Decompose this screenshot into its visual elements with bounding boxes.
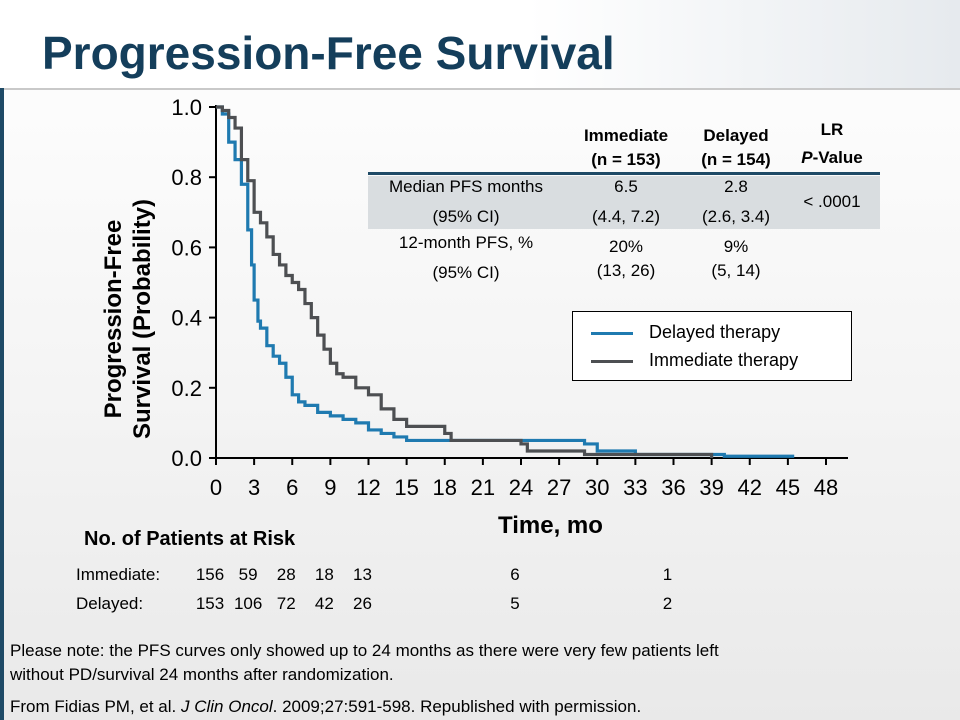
x-tick-label: 0 — [210, 475, 222, 500]
left-accent-bar — [0, 88, 4, 720]
median-delayed: 2.8 — [724, 177, 748, 196]
risk-value-delayed: 106 — [233, 594, 263, 613]
y-tick-label: 1.0 — [171, 95, 202, 120]
median-pfs-label: Median PFS months — [388, 177, 543, 196]
header-delayed: Delayed (n = 154) — [680, 124, 792, 172]
header-immediate: Immediate (n = 153) — [566, 124, 686, 172]
x-tick-label: 24 — [509, 475, 533, 500]
header-pvalue-line1: LR — [820, 120, 844, 139]
chart-series — [216, 105, 795, 458]
risk-value-immediate: 59 — [238, 565, 258, 584]
x-tick-label: 18 — [433, 475, 457, 500]
x-tick-label: 9 — [324, 475, 336, 500]
y-tick-label: 0.0 — [171, 446, 202, 471]
header-pvalue: LR P-Value — [784, 118, 880, 170]
p-value: < .0001 — [803, 192, 861, 211]
risk-label-delayed: Delayed: — [76, 594, 144, 613]
x-tick-label: 39 — [699, 475, 723, 500]
risk-value-immediate: 28 — [276, 565, 296, 584]
title-band — [0, 0, 960, 88]
x-tick-label: 3 — [248, 475, 260, 500]
source-journal: J Clin Oncol — [180, 697, 273, 716]
pfs12-immediate-ci: (13, 26) — [596, 261, 656, 280]
footnote-line1: Please note: the PFS curves only showed … — [10, 641, 719, 660]
risk-value-delayed: 5 — [510, 594, 520, 613]
risk-value-immediate: 13 — [353, 565, 372, 584]
y-axis-title: Progression-Free Survival (Probability) — [99, 149, 157, 489]
slide-title: Progression-Free Survival — [42, 27, 615, 79]
series-line-delayed — [216, 105, 795, 458]
source-citation: From Fidias PM, et al. J Clin Oncol. 200… — [10, 696, 641, 718]
x-tick-label: 21 — [471, 475, 495, 500]
header-delayed-line1: Delayed — [703, 126, 769, 145]
x-axis-title: Time, mo — [498, 512, 603, 539]
footnote-line2: without PD/survival 24 months after rand… — [10, 665, 394, 684]
x-tick-label: 12 — [356, 475, 380, 500]
legend-label-immediate: Immediate therapy — [649, 350, 799, 370]
pfs12-label: 12-month PFS, % — [398, 233, 534, 252]
risk-label-immediate: Immediate: — [76, 565, 161, 584]
header-immediate-line2: (n = 153) — [591, 150, 661, 169]
risk-value-delayed: 2 — [662, 594, 673, 613]
x-tick-label: 45 — [776, 475, 800, 500]
y-axis-title-line2: Survival (Probability) — [129, 198, 156, 440]
title-divider — [0, 88, 960, 90]
risk-value-immediate: 156 — [195, 565, 225, 584]
x-tick-label: 27 — [547, 475, 571, 500]
legend-item-delayed: Delayed therapy — [591, 322, 780, 346]
chart-legend: Delayed therapy Immediate therapy — [572, 311, 852, 381]
median-immediate: 6.5 — [614, 177, 638, 196]
x-tick-label: 42 — [738, 475, 762, 500]
y-tick-label: 0.4 — [171, 306, 202, 331]
legend-item-immediate: Immediate therapy — [591, 350, 798, 374]
header-pvalue-p: P — [801, 148, 813, 167]
table-shaded-row — [368, 176, 880, 229]
header-pvalue-rest: -Value — [812, 148, 863, 167]
y-tick-label: 0.2 — [171, 376, 202, 401]
pfs12-immediate: 20% — [608, 237, 644, 256]
chart-axes: 0.00.20.40.60.81.00 3 6 9 12 15 18 21 24 27 30 33 36… — [171, 95, 848, 500]
y-axis-title-line1: Progression-Free — [100, 219, 127, 419]
pfs12-delayed-ci: (5, 14) — [711, 261, 761, 280]
median-delayed-ci: (2.6, 3.4) — [701, 207, 771, 226]
risk-value-delayed: 153 — [195, 594, 225, 613]
risk-table-title: No. of Patients at Risk — [84, 528, 296, 550]
y-tick-label: 0.8 — [171, 165, 202, 190]
pfs12-delayed: 9% — [723, 237, 749, 256]
risk-value-delayed: 26 — [353, 594, 372, 613]
median-immediate-ci: (4.4, 7.2) — [591, 207, 661, 226]
header-delayed-line2: (n = 154) — [701, 150, 771, 169]
header-pvalue-line2: P-Value — [784, 146, 880, 170]
risk-value-immediate: 1 — [662, 565, 673, 584]
table-header-rule — [368, 172, 880, 175]
x-tick-label: 15 — [394, 475, 418, 500]
header-immediate-line1: Immediate — [583, 126, 669, 145]
source-suffix: . 2009;27:591-598. Republished with perm… — [272, 697, 642, 716]
risk-value-delayed: 42 — [314, 594, 334, 613]
source-prefix: From Fidias PM, et al. — [10, 697, 181, 716]
risk-value-immediate: 18 — [314, 565, 334, 584]
series-line-immediate — [216, 105, 714, 458]
legend-label-delayed: Delayed therapy — [649, 322, 781, 342]
y-tick-label: 0.6 — [171, 235, 202, 260]
x-tick-label: 36 — [661, 475, 685, 500]
risk-value-immediate: 6 — [510, 565, 520, 584]
pfs12-ci-label: (95% CI) — [432, 263, 500, 282]
legend-swatch-delayed — [591, 331, 633, 335]
x-tick-label: 6 — [286, 475, 298, 500]
median-ci-label: (95% CI) — [432, 207, 500, 226]
legend-swatch-immediate — [591, 359, 633, 363]
risk-value-delayed: 72 — [276, 594, 296, 613]
x-tick-label: 30 — [585, 475, 609, 500]
x-tick-label: 33 — [623, 475, 647, 500]
x-tick-label: 48 — [814, 475, 838, 500]
